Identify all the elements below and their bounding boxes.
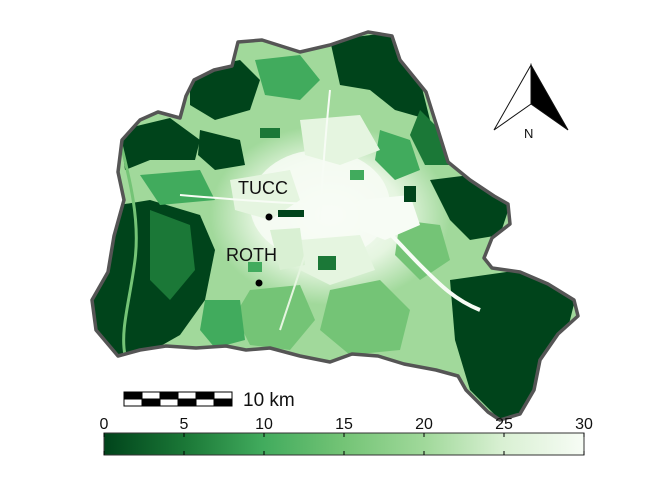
park-small-5 [404,186,416,202]
city-boundary [90,30,580,422]
scale-seg-low-3 [159,398,179,407]
station-marker-tucc [265,213,273,221]
north-arrow-right-half [530,63,569,131]
green-patch-6 [375,130,420,180]
park-small-4 [260,128,280,138]
land-cover [92,32,575,420]
north-arrow-left-half [493,63,532,131]
park-small-3 [350,170,364,180]
legend-tick-label: 30 [575,416,593,433]
scale-seg-low-1 [123,398,143,407]
road-line-2 [319,89,331,221]
berlin-map [90,30,580,422]
scale-bar-label: 10 km [243,390,295,411]
north-arrow: N [493,63,569,141]
station-marker-roth [255,279,263,287]
scale-seg-low-5 [195,398,215,407]
green-patch-7 [200,300,245,348]
river-spree [358,208,481,312]
forest-east-2 [410,110,450,165]
legend-tick-label: 20 [415,416,433,433]
station-tucc: TUCC [238,178,288,221]
green-patch-1 [255,55,320,100]
scale-seg-low-6 [213,398,233,407]
legend-tick-label: 5 [180,416,189,433]
station-roth: ROTH [226,245,277,287]
park-small-2 [318,256,336,270]
scale-bar: 10 km [123,390,295,411]
urban-patch-2 [300,115,380,165]
urban-patch-1 [230,170,300,220]
legend-tick-label: 10 [255,416,273,433]
forest-north-west [120,118,200,170]
legend-tick-label: 15 [335,416,353,433]
forest-west-2 [150,210,195,300]
green-patch-2 [235,285,315,350]
station-label-tucc: TUCC [238,178,288,198]
green-patch-3 [320,280,410,355]
station-label-roth: ROTH [226,245,277,265]
park-small-1 [278,210,304,217]
scale-seg-4 [177,391,197,400]
legend-tick-label: 0 [100,416,109,433]
forest-south-east [450,270,575,420]
north-arrow-label: N [524,126,533,141]
urban-patch-4 [360,195,420,240]
scale-seg-low-2 [141,398,161,407]
scale-seg-6 [213,391,233,400]
color-legend: 0 5 10 15 20 25 30 [100,416,593,456]
park-small-6 [248,262,262,272]
scale-seg-1 [123,391,143,400]
urban-patch-5 [270,228,305,270]
river-havel [118,139,138,356]
urban-patch-3 [300,235,375,285]
scale-seg-5 [195,391,215,400]
legend-ticks: 0 5 10 15 20 25 30 [100,416,593,455]
road-line-1 [179,194,361,206]
legend-tick-label: 25 [495,416,513,433]
green-patch-4 [395,220,450,280]
scale-seg-3 [159,391,179,400]
scale-seg-low-4 [177,398,197,407]
road-line-3 [279,239,311,331]
forest-tegel [198,130,245,170]
scale-seg-2 [141,391,161,400]
